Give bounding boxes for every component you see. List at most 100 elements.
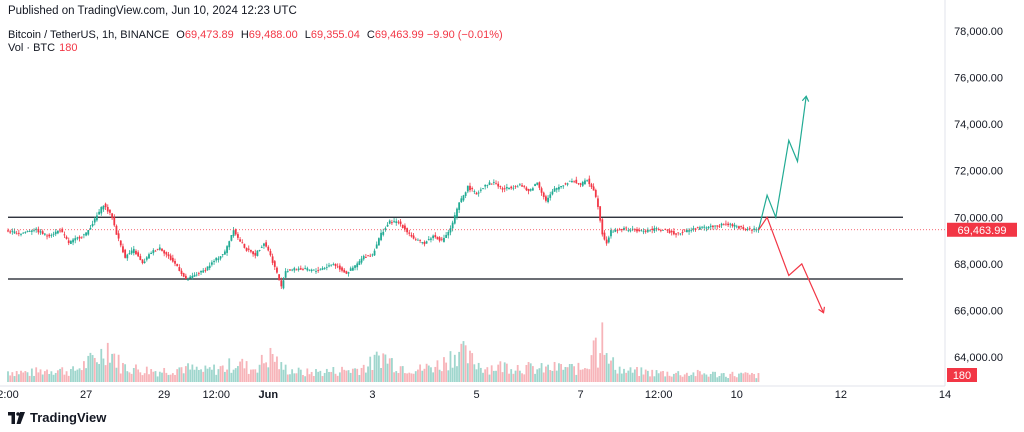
volume-bar [210,369,213,382]
candle-body [375,244,378,249]
candle-body [11,230,14,232]
candle-body [427,239,430,241]
volume-bar [631,372,634,382]
volume-bar [109,362,111,382]
candle-body [666,229,669,231]
volume-bar [89,352,92,382]
candle-body [250,249,252,252]
candle-body [362,256,365,260]
volume-bar [746,372,749,382]
volume-bar [260,354,263,382]
candle-body [273,261,276,267]
volume-bar [54,372,57,382]
candle-body [553,188,556,192]
candle-body [154,250,157,252]
candle-body [113,217,116,226]
candle-body [7,230,9,232]
y-tick-label: 64,000.00 [954,352,1003,364]
candle-body [404,225,406,230]
candle-body [356,263,359,268]
volume-bar [536,369,539,382]
candle-body [80,236,83,238]
volume-bar [720,373,723,382]
volume-bar [547,364,549,382]
volume-label[interactable]: Vol · BTC [8,42,56,54]
x-tick-label: 14 [939,389,951,401]
volume-bar [293,373,296,382]
candle-body [670,230,673,233]
y-tick-label: 72,000.00 [954,166,1003,178]
volume-bar [614,369,617,382]
volume-bar [432,372,435,382]
volume-bar [78,368,81,382]
volume-bar [334,373,337,382]
candle-body [495,183,497,185]
candle-body [477,192,480,194]
candle-body [588,178,591,185]
volume-bar [538,368,541,382]
candle-body [85,232,87,236]
last-price-badge [947,222,1017,237]
candle-body [128,253,131,255]
volume-bar [163,367,166,382]
volume-bar [512,373,515,382]
candle-body [304,268,307,269]
symbol-name[interactable]: Bitcoin / TetherUS, 1h, BINANCE [8,29,170,41]
candle-body [651,228,654,230]
candle-body [358,261,361,265]
volume-bar [694,376,697,382]
volume-bar [740,372,743,382]
candle-body [471,188,474,190]
change-value: −9.90 (−0.01%) [426,29,503,41]
candle-body [542,192,545,197]
candle-body [215,257,218,261]
candle-body [230,235,233,241]
volume-bar [206,368,209,382]
candle-body [482,188,484,189]
volume-bar [217,369,220,382]
candle-body [234,229,237,235]
volume-bar [158,371,161,382]
volume-bar [586,368,589,382]
volume-bar [436,360,439,382]
candle-body [579,183,582,185]
volume-bar [627,370,630,382]
volume-bar [237,366,239,382]
volume-bar [152,371,155,382]
candle-body [516,186,519,188]
candle-body [453,215,456,224]
volume-bar [475,369,478,382]
volume-bar [338,372,341,382]
volume-bar [577,362,580,382]
candle-body [703,226,706,228]
volume-bar [651,369,654,382]
volume-bar [106,342,109,382]
candle-body [280,280,283,287]
volume-bar [349,372,352,382]
candle-body [221,254,224,255]
volume-bar [688,375,690,382]
volume-bar [154,371,157,382]
high-label: H [240,29,249,41]
candle-body [70,241,72,244]
volume-bar [139,372,142,382]
candle-body [377,238,380,246]
candle-body [232,230,235,237]
candle-body [17,232,20,234]
volume-bar [304,376,307,382]
candle-body [269,251,272,256]
volume-bar [343,369,346,382]
tradingview-brand[interactable]: TradingView [8,410,106,425]
volume-bar [499,361,502,382]
volume-bar [590,355,593,382]
candle-body [13,231,16,234]
candle-body [397,221,400,223]
candle-body [33,229,35,231]
candle-body [109,209,111,213]
candle-body [508,187,510,190]
candle-body [742,227,745,230]
candle-body [722,224,725,226]
candle-body [24,232,27,233]
candle-body [9,231,12,233]
